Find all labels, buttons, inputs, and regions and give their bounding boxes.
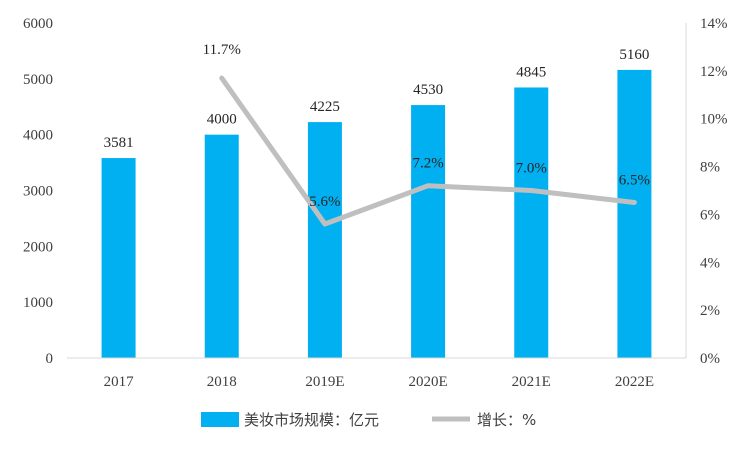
left-axis-ticks: 0 1000 2000 3000 4000 5000 6000 bbox=[23, 16, 53, 367]
growth-value-label: 11.7% bbox=[203, 42, 241, 58]
left-tick-label: 3000 bbox=[23, 184, 53, 200]
growth-value-labels: 11.7% 5.6% 7.2% 7.0% 6.5% bbox=[203, 42, 650, 210]
bar-value-labels: 3581 4000 4225 4530 4845 5160 bbox=[104, 47, 650, 151]
right-axis-ticks: 0% 2% 4% 6% 8% 10% 12% 14% bbox=[700, 16, 728, 367]
x-tick-label: 2021E bbox=[512, 374, 551, 390]
growth-line-series bbox=[219, 75, 637, 227]
legend-bar-swatch bbox=[201, 412, 239, 427]
x-tick-label: 2020E bbox=[408, 374, 447, 390]
growth-value-label: 5.6% bbox=[309, 194, 340, 210]
bar-value-label: 4000 bbox=[207, 112, 237, 128]
bar bbox=[101, 158, 136, 358]
right-tick-label: 0% bbox=[700, 351, 720, 367]
x-tick-label: 2022E bbox=[615, 374, 654, 390]
growth-line bbox=[219, 75, 637, 227]
right-tick-label: 14% bbox=[700, 16, 728, 32]
bar bbox=[514, 87, 549, 359]
x-axis-ticks: 2017 2018 2019E 2020E 2021E 2022E bbox=[104, 374, 654, 390]
left-tick-label: 6000 bbox=[23, 16, 53, 32]
bar-series bbox=[101, 69, 652, 359]
left-tick-label: 0 bbox=[46, 351, 54, 367]
right-tick-label: 6% bbox=[700, 207, 720, 223]
growth-value-label: 7.0% bbox=[516, 161, 547, 177]
left-tick-label: 4000 bbox=[23, 128, 53, 144]
growth-value-label: 6.5% bbox=[619, 172, 650, 188]
left-tick-label: 2000 bbox=[23, 239, 53, 255]
bar-value-label: 3581 bbox=[104, 135, 134, 151]
x-tick-label: 2017 bbox=[104, 374, 135, 390]
x-tick-label: 2018 bbox=[207, 374, 237, 390]
x-tick-label: 2019E bbox=[305, 374, 344, 390]
bar bbox=[617, 69, 652, 359]
bar bbox=[411, 105, 446, 358]
bar bbox=[307, 122, 342, 359]
growth-value-label: 7.2% bbox=[412, 156, 443, 172]
left-tick-label: 5000 bbox=[23, 72, 53, 88]
right-tick-label: 12% bbox=[700, 64, 728, 80]
legend-line-label: 增长：% bbox=[477, 411, 536, 429]
right-tick-label: 10% bbox=[700, 112, 728, 128]
bar-value-label: 4530 bbox=[413, 82, 443, 98]
right-tick-label: 4% bbox=[700, 255, 720, 271]
right-tick-label: 2% bbox=[700, 303, 720, 319]
bar-value-label: 5160 bbox=[619, 47, 649, 63]
legend: 美妆市场规模：亿元 增长：% bbox=[201, 411, 536, 429]
legend-bar-label: 美妆市场规模：亿元 bbox=[244, 411, 379, 429]
right-tick-label: 8% bbox=[700, 160, 720, 176]
bar-value-label: 4845 bbox=[516, 64, 546, 80]
bar bbox=[204, 134, 239, 358]
bar-value-label: 4225 bbox=[310, 99, 340, 115]
left-tick-label: 1000 bbox=[23, 295, 53, 311]
